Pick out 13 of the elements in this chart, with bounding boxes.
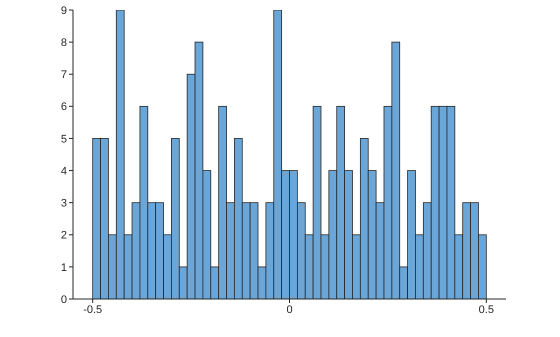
y-tick-label: 7 [60, 69, 67, 82]
x-tick-label: 0.5 [478, 304, 494, 316]
y-tick-label: 1 [60, 262, 67, 274]
y-tick-label: 5 [60, 133, 67, 146]
y-tick-label: 8 [60, 37, 67, 50]
y-tick-label: 2 [60, 230, 67, 242]
y-tick-label: 4 [60, 165, 67, 178]
y-tick-label: 9 [60, 4, 67, 17]
y-tick-label: 3 [60, 198, 67, 210]
x-tick-label: -0.5 [83, 304, 102, 316]
y-tick-label: 0 [60, 294, 67, 306]
y-tick-label: 6 [60, 101, 67, 114]
x-tick-label: 0 [286, 304, 293, 316]
